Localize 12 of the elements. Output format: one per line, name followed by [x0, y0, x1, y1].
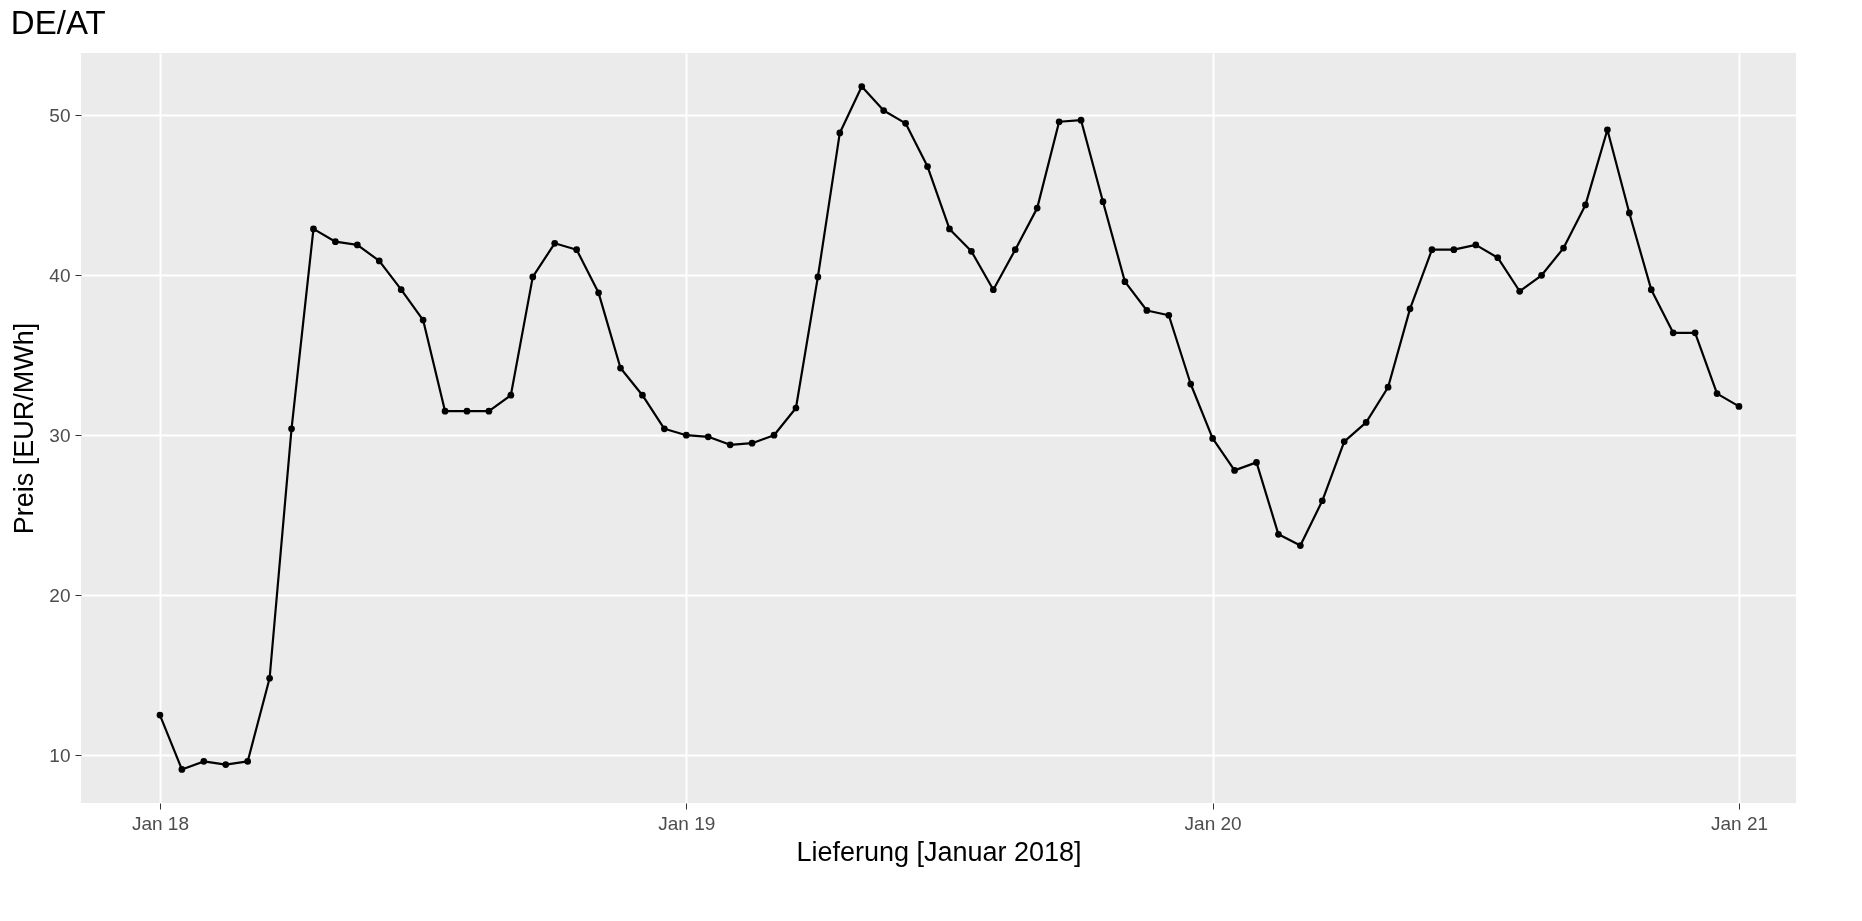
chart-title: DE/AT	[10, 4, 106, 41]
y-tick-label: 40	[49, 264, 71, 286]
y-tick-label: 30	[49, 424, 71, 446]
x-tick-label: Jan 20	[1184, 812, 1242, 834]
x-axis-title: Lieferung [Januar 2018]	[796, 836, 1082, 867]
y-axis-title: Preis [EUR/MWh]	[9, 322, 40, 535]
y-tick-label: 20	[49, 584, 71, 606]
x-tick-label: Jan 21	[1710, 812, 1768, 834]
x-tick-label: Jan 18	[131, 812, 189, 834]
x-tick-label: Jan 19	[658, 812, 716, 834]
y-tick-label: 50	[49, 104, 71, 126]
y-tick-label: 10	[49, 744, 71, 766]
